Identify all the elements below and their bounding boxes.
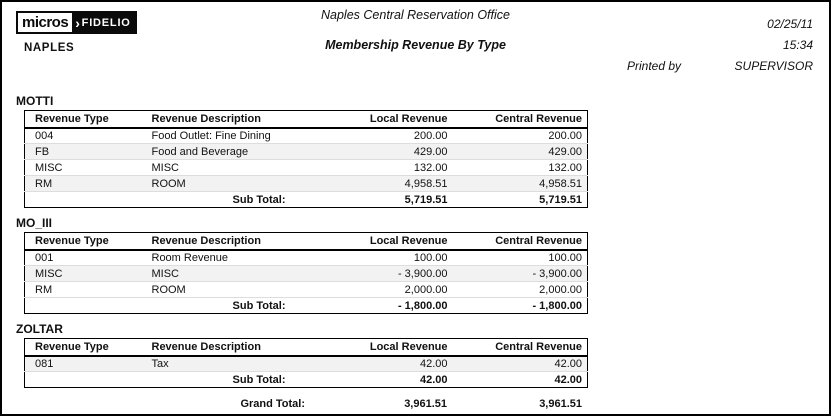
column-header: Central Revenue [449, 232, 588, 251]
revenue-description-cell: Food Outlet: Fine Dining [151, 129, 271, 142]
revenue-type-cell: 001 [35, 251, 54, 264]
column-header: Local Revenue [309, 232, 450, 251]
subtotal-label: Sub Total: [24, 297, 310, 314]
column-header: Revenue Description [141, 338, 310, 357]
report-date: 02/25/11 [767, 17, 813, 31]
logo-block: micros › FIDELIO NAPLES [16, 11, 137, 54]
printed-by-user: SUPERVISOR [734, 59, 813, 73]
subtotal-central: - 1,800.00 [449, 297, 588, 314]
column-header: Revenue Description [141, 232, 310, 251]
revenue-description-cell: Tax [151, 357, 169, 370]
sections-container: MOTTI Revenue Type Revenue Description L… [16, 94, 588, 388]
revenue-description-cell: MISC [141, 265, 310, 282]
report-time: 15:34 [782, 38, 813, 52]
column-header: Local Revenue [309, 110, 450, 129]
revenue-type-cell: 004 [35, 129, 54, 142]
table-row: 001 Room Revenue 100.00 100.00 [25, 250, 588, 266]
logo-fidelio-text: FIDELIO [81, 16, 131, 29]
header-right: 02/25/11 15:34 Printed by SUPERVISOR [627, 14, 813, 77]
property-name: NAPLES [24, 42, 75, 54]
subtotal-row: Sub Total: - 1,800.00 - 1,800.00 [24, 297, 588, 314]
central-revenue-cell: 2,000.00 [449, 281, 588, 298]
central-revenue-cell: 132.00 [449, 159, 588, 176]
revenue-section: MOTTI Revenue Type Revenue Description L… [16, 94, 588, 208]
revenue-type-cell: MISC [24, 159, 142, 176]
table-header-row: Revenue Type Revenue Description Local R… [24, 232, 588, 251]
local-revenue-cell: 100.00 [413, 251, 448, 264]
revenue-description-cell: Room Revenue [151, 251, 228, 264]
revenue-type-cell: RM [24, 175, 142, 192]
printed-by-label: Printed by [627, 59, 682, 73]
micros-fidelio-logo: micros › FIDELIO [16, 11, 137, 34]
grand-total-local: 3,961.51 [404, 398, 448, 410]
office-name: Naples Central Reservation Office [321, 8, 510, 22]
logo-fidelio-box: › FIDELIO [74, 11, 137, 34]
report-title: Membership Revenue By Type [325, 38, 506, 52]
table-row: MISC MISC - 3,900.00 - 3,900.00 [24, 265, 588, 282]
central-revenue-cell: 200.00 [548, 129, 582, 142]
subtotal-local: - 1,800.00 [309, 297, 450, 314]
revenue-description-cell: Food and Beverage [141, 143, 310, 160]
column-header: Revenue Type [24, 338, 142, 357]
revenue-type-cell: 081 [35, 357, 54, 370]
column-header: Revenue Type [24, 232, 142, 251]
revenue-table: Revenue Type Revenue Description Local R… [24, 110, 588, 208]
grand-total-central: 3,961.51 [539, 398, 583, 410]
subtotal-central: 5,719.51 [449, 191, 588, 208]
subtotal-row: Sub Total: 42.00 42.00 [24, 371, 588, 388]
chevron-right-icon: › [75, 14, 81, 31]
table-row: FB Food and Beverage 429.00 429.00 [24, 143, 588, 160]
table-row: RM ROOM 2,000.00 2,000.00 [24, 281, 588, 298]
table-row: MISC MISC 132.00 132.00 [24, 159, 588, 176]
column-header: Local Revenue [309, 338, 450, 357]
table-header-row: Revenue Type Revenue Description Local R… [24, 110, 588, 129]
local-revenue-cell: 132.00 [309, 159, 450, 176]
subtotal-label: Sub Total: [24, 371, 310, 388]
revenue-section: MO_III Revenue Type Revenue Description … [16, 216, 588, 314]
central-revenue-cell: 429.00 [449, 143, 588, 160]
subtotal-local: 5,719.51 [309, 191, 450, 208]
local-revenue-cell: 429.00 [309, 143, 450, 160]
section-title: ZOLTAR [16, 322, 63, 336]
revenue-type-cell: FB [24, 143, 142, 160]
local-revenue-cell: - 3,900.00 [309, 265, 450, 282]
logo-micros-text: micros [16, 11, 75, 34]
printed-by-line: Printed by SUPERVISOR [627, 56, 813, 77]
local-revenue-cell: 4,958.51 [309, 175, 450, 192]
revenue-section: ZOLTAR Revenue Type Revenue Description … [16, 322, 588, 388]
section-title: MOTTI [16, 94, 54, 108]
grand-total-row: Grand Total: 3,961.51 3,961.51 [24, 396, 587, 412]
column-header: Revenue Description [141, 110, 310, 129]
table-header-row: Revenue Type Revenue Description Local R… [24, 338, 588, 357]
central-revenue-cell: 42.00 [554, 357, 582, 370]
revenue-table: Revenue Type Revenue Description Local R… [24, 338, 588, 388]
revenue-table: Revenue Type Revenue Description Local R… [24, 232, 588, 314]
revenue-description-cell: ROOM [141, 175, 310, 192]
revenue-description-cell: MISC [141, 159, 310, 176]
revenue-description-cell: ROOM [141, 281, 310, 298]
header-center: Naples Central Reservation Office Member… [2, 8, 829, 52]
subtotal-row: Sub Total: 5,719.51 5,719.51 [24, 191, 588, 208]
subtotal-label: Sub Total: [24, 191, 310, 208]
table-row: 081 Tax 42.00 42.00 [24, 355, 588, 372]
revenue-type-cell: RM [24, 281, 142, 298]
column-header: Revenue Type [24, 110, 142, 129]
central-revenue-cell: - 3,900.00 [449, 265, 588, 282]
table-row: 004 Food Outlet: Fine Dining 200.00 200.… [25, 128, 588, 144]
section-title: MO_III [16, 216, 53, 230]
grand-total-label: Grand Total: [240, 398, 306, 410]
table-row: RM ROOM 4,958.51 4,958.51 [24, 175, 588, 192]
subtotal-local: 42.00 [309, 371, 450, 388]
subtotal-central: 42.00 [449, 371, 588, 388]
central-revenue-cell: 100.00 [548, 251, 582, 264]
revenue-type-cell: MISC [24, 265, 142, 282]
local-revenue-cell: 2,000.00 [309, 281, 450, 298]
local-revenue-cell: 200.00 [413, 129, 448, 142]
report-body: MOTTI Revenue Type Revenue Description L… [16, 94, 588, 412]
column-header: Central Revenue [449, 338, 588, 357]
central-revenue-cell: 4,958.51 [449, 175, 588, 192]
local-revenue-cell: 42.00 [419, 357, 448, 370]
column-header: Central Revenue [449, 110, 588, 129]
